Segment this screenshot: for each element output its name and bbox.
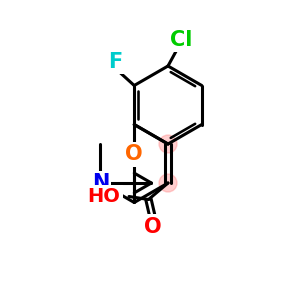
Text: Cl: Cl	[170, 30, 193, 50]
Text: N: N	[92, 173, 109, 193]
Circle shape	[159, 174, 177, 192]
Circle shape	[159, 135, 177, 153]
Text: HO: HO	[88, 187, 121, 206]
Text: F: F	[108, 52, 122, 71]
Text: O: O	[125, 145, 143, 164]
Text: O: O	[144, 217, 162, 236]
